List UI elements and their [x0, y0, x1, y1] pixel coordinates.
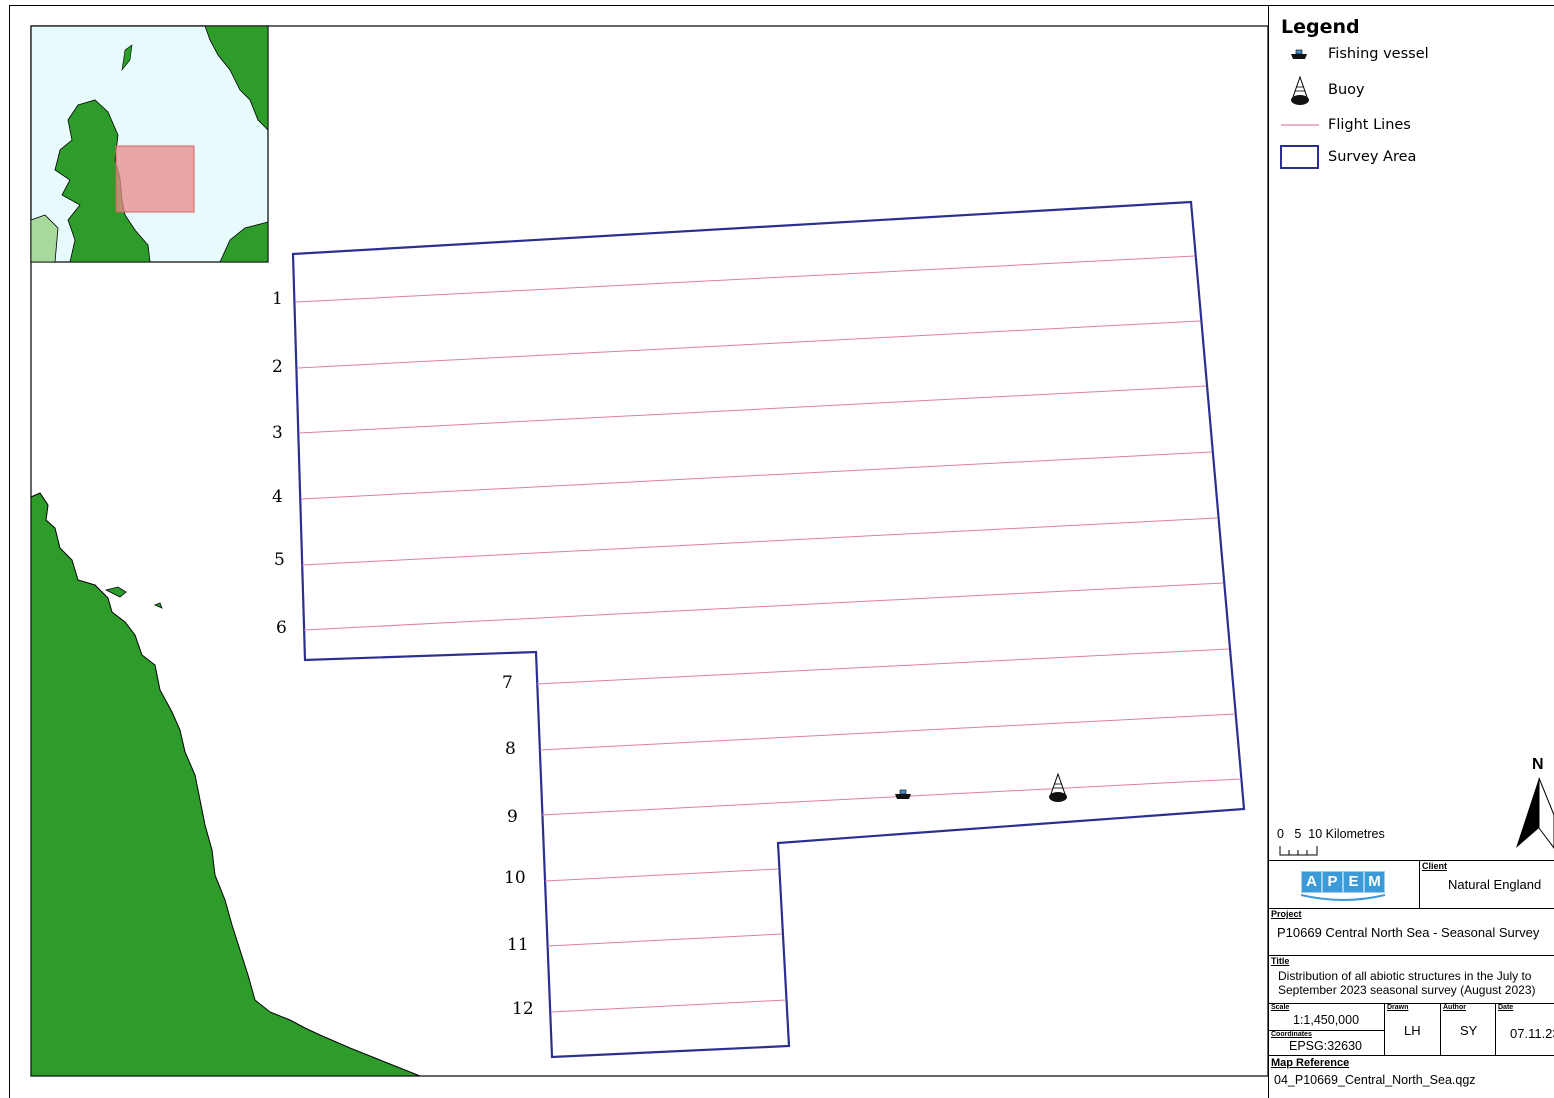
logo-wave-icon [1301, 894, 1386, 901]
inset-survey-box [115, 145, 195, 213]
scale-bar-label: 0 5 10 Kilometres [1277, 827, 1385, 841]
flight-line-10 [544, 868, 779, 882]
title-block-divider [1384, 1003, 1385, 1055]
flight-line-5 [301, 517, 1218, 566]
client-value: Natural England [1448, 877, 1542, 892]
inset-britain-land [54, 99, 151, 263]
author-value: SY [1460, 1023, 1478, 1038]
flight-line-label: 10 [504, 868, 526, 888]
project-value: P10669 Central North Sea - Seasonal Surv… [1277, 925, 1540, 940]
title-value-line1: Distribution of all abiotic structures i… [1278, 969, 1532, 983]
scale-bar-unit: Kilometres [1325, 827, 1385, 841]
island-land [153, 602, 163, 609]
flight-lines [295, 255, 1242, 1013]
flight-line-6 [303, 582, 1224, 631]
north-arrow-label: N [1532, 756, 1544, 773]
legend-survey-area-symbol [1280, 145, 1319, 169]
inset-continent-land [219, 221, 269, 263]
drawn-label: Drawn [1387, 1004, 1409, 1011]
flight-line-label: 6 [276, 618, 287, 638]
legend-panel [1268, 5, 1554, 1098]
flight-line-label: 8 [505, 739, 516, 759]
coordinates-value: EPSG:32630 [1289, 1039, 1362, 1053]
map-reference-value: 04_P10669_Central_North_Sea.qgz [1274, 1073, 1476, 1087]
title-block-divider [1268, 1003, 1554, 1004]
scale-bar-ticks: 0 5 10 [1277, 827, 1323, 841]
flight-line-8 [539, 713, 1236, 751]
flight-line-12 [550, 999, 787, 1013]
title-value-line2: September 2023 seasonal survey (August 2… [1278, 983, 1536, 997]
flight-line-label: 4 [272, 487, 283, 507]
legend-fishing-vessel-symbol [1291, 49, 1307, 59]
flight-line-label: 11 [507, 935, 529, 955]
title-block-divider [1268, 1055, 1554, 1056]
flight-line-label: 3 [272, 423, 283, 443]
legend-item-flight-lines: Flight Lines [1328, 117, 1411, 133]
flight-line-label: 7 [502, 673, 513, 693]
legend-item-buoy: Buoy [1328, 82, 1365, 98]
flight-line-label: 1 [272, 289, 283, 309]
coastline-land [30, 492, 421, 1077]
title-block-divider [1419, 860, 1420, 908]
flight-line-2 [297, 320, 1201, 369]
logo-letter: P [1322, 871, 1343, 893]
survey-area-polygon [291, 200, 1246, 1059]
coordinates-label: Coordinates [1271, 1031, 1312, 1038]
logo-letter: A [1301, 871, 1322, 893]
inset-ireland-land [30, 214, 59, 263]
flight-line-label: 12 [512, 999, 534, 1019]
author-label: Author [1443, 1004, 1466, 1011]
flight-line-label: 5 [274, 550, 285, 570]
flight-line-4 [300, 451, 1213, 500]
flight-line-9 [541, 778, 1242, 816]
fishing-vessel-icon [895, 789, 911, 799]
client-label: Client [1422, 861, 1448, 871]
map-reference-label: Map Reference [1271, 1057, 1350, 1069]
title-block-divider [1268, 908, 1554, 909]
scale-label: Scale [1271, 1004, 1290, 1011]
date-value: 07.11.23 [1510, 1026, 1554, 1041]
scale-bar [1279, 846, 1318, 856]
north-arrow-icon [1516, 777, 1554, 849]
flight-line-1 [295, 255, 1196, 303]
inset-island-land [121, 44, 133, 72]
legend-title: Legend [1281, 16, 1360, 38]
logo-letter: E [1343, 871, 1364, 893]
buoy-icon [1049, 772, 1067, 802]
title-block-divider [1268, 1030, 1384, 1031]
title-block-divider [1440, 1003, 1441, 1055]
inset-overview-map [30, 25, 269, 263]
scale-value: 1:1,450,000 [1293, 1013, 1360, 1027]
logo-letter: M [1364, 871, 1385, 893]
drawn-value: LH [1404, 1023, 1421, 1038]
inset-scandinavia-land [204, 25, 269, 131]
flight-line-7 [536, 648, 1230, 685]
project-label: Project [1271, 909, 1302, 919]
island-land [104, 586, 127, 598]
flight-line-label: 9 [507, 807, 518, 827]
flight-line-3 [298, 385, 1207, 434]
legend-buoy-symbol [1291, 75, 1309, 105]
flight-line-11 [547, 933, 783, 947]
page-frame [9, 5, 1554, 1098]
legend-item-survey-area: Survey Area [1328, 149, 1417, 165]
title-block-divider [1268, 955, 1554, 956]
legend-item-fishing-vessel: Fishing vessel [1328, 46, 1429, 62]
flight-line-label: 2 [272, 357, 283, 377]
title-block-divider [1268, 860, 1554, 861]
title-label: Title [1271, 956, 1290, 966]
title-block-divider [1495, 1003, 1496, 1055]
date-clip: 07.11.23 [1510, 1023, 1554, 1042]
date-label: Date [1498, 1004, 1514, 1011]
